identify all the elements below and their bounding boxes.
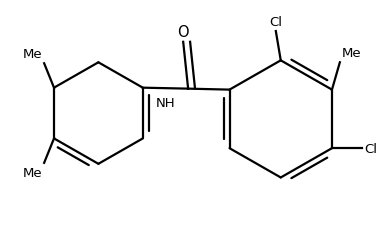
Text: Me: Me — [342, 47, 361, 60]
Text: Cl: Cl — [364, 142, 377, 155]
Text: O: O — [177, 25, 189, 40]
Text: NH: NH — [156, 97, 175, 109]
Text: Me: Me — [23, 166, 42, 179]
Text: Cl: Cl — [269, 16, 282, 29]
Text: Me: Me — [23, 48, 42, 61]
